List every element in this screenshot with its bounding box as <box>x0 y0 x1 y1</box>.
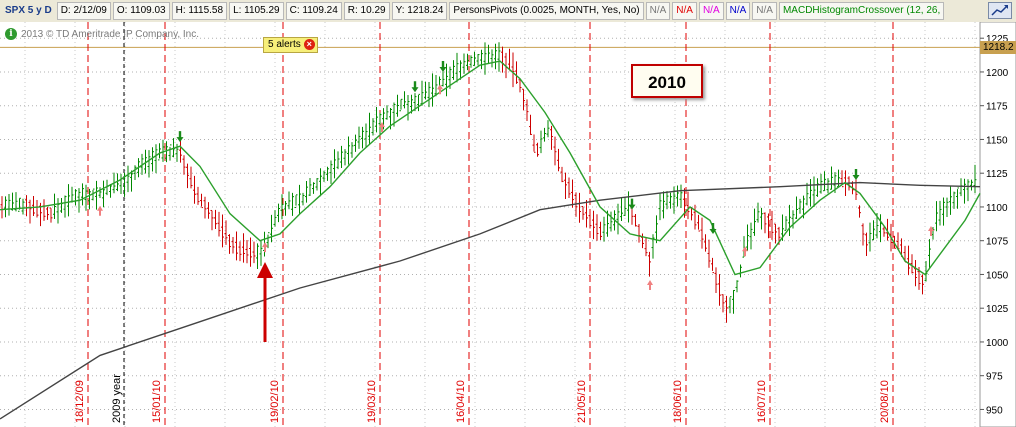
buy-arrow-icon <box>928 225 934 236</box>
y-tick-label: 1175 <box>986 102 1008 113</box>
y-tick-label: 1150 <box>986 135 1008 146</box>
buy-arrow-icon <box>379 122 385 132</box>
year-label: 2009 year <box>111 374 123 423</box>
y-tick-label: 1225 <box>986 34 1009 45</box>
alerts-badge[interactable]: 5 alerts × <box>263 37 318 53</box>
y-tick-label: 1200 <box>986 68 1009 79</box>
close-readout: C: 1109.24 <box>285 2 342 20</box>
date-label: 18/06/10 <box>672 380 684 423</box>
y-tick-label: 1025 <box>986 304 1009 315</box>
date-label: 20/08/10 <box>879 380 891 423</box>
date-label: 18/12/09 <box>74 380 86 423</box>
buy-arrow-icon <box>647 279 653 290</box>
y-tick-label: 1125 <box>986 169 1008 180</box>
plot-area <box>0 22 980 427</box>
copyright-notice: i 2013 © TD Ameritrade IP Company, Inc. <box>5 28 199 40</box>
long-moving-average <box>0 181 981 420</box>
info-icon[interactable]: i <box>5 28 17 40</box>
y-tick-label: 950 <box>986 405 1003 416</box>
header-bar: SPX 5 y D D: 2/12/09 O: 1109.03 H: 1115.… <box>0 0 1016 23</box>
symbol-label[interactable]: SPX 5 y D <box>5 5 52 16</box>
sell-arrow-icon <box>176 131 184 143</box>
date-label: 16/07/10 <box>756 380 768 423</box>
sell-arrow-icon <box>852 168 860 180</box>
low-readout: L: 1105.29 <box>229 2 284 20</box>
buy-arrow-icon <box>97 205 103 216</box>
buy-arrow-icon <box>437 84 443 95</box>
date-label: 21/05/10 <box>576 380 588 423</box>
range-readout: R: 10.29 <box>343 2 390 20</box>
y-tick-label: 1075 <box>986 237 1009 248</box>
close-icon[interactable]: × <box>303 39 315 50</box>
na-label: N/A <box>698 2 724 20</box>
sell-arrow-icon <box>709 222 717 234</box>
price-tag: 1218.2 <box>980 41 1016 54</box>
sell-arrow-icon <box>628 198 636 210</box>
alerts-label: 5 alerts <box>268 39 301 50</box>
open-readout: O: 1109.03 <box>112 2 170 20</box>
na-label: N/A <box>752 2 777 20</box>
copyright-text: 2013 © TD Ameritrade IP Company, Inc. <box>21 28 200 40</box>
y-tick-label: 975 <box>986 372 1003 383</box>
na-label: N/A <box>672 2 697 20</box>
date-label: 16/04/10 <box>455 380 467 423</box>
buy-arrow-icon <box>742 246 748 257</box>
macd-study-label[interactable]: MACDHistogramCrossover (12, 26, <box>778 2 945 20</box>
y-tick-label: 1050 <box>986 270 1009 281</box>
y-readout: Y: 1218.24 <box>391 2 448 20</box>
zoom-icon <box>991 5 1008 16</box>
date-label: 19/02/10 <box>269 380 281 423</box>
price-chart[interactable]: 950 975 1000 1025 1050 1075 1100 1125 1150 1175 12… <box>0 22 1016 427</box>
high-readout: H: 1115.58 <box>171 2 228 20</box>
sell-arrow-icon <box>439 60 447 72</box>
annotation-arrow-icon <box>257 262 273 278</box>
date-readout: D: 2/12/09 <box>56 2 111 20</box>
na-label: N/A <box>725 2 751 20</box>
date-label: 19/03/10 <box>366 380 378 423</box>
sell-arrow-icon <box>411 81 419 93</box>
buy-arrow-icon <box>262 242 268 253</box>
y-tick-label: 1000 <box>986 338 1009 349</box>
pivots-study-label[interactable]: PersonsPivots (0.0025, MONTH, Yes, No) <box>449 2 644 20</box>
price-axis <box>979 22 1016 427</box>
year-annotation: 2010 <box>631 64 703 98</box>
y-tick-label: 1100 <box>986 203 1008 214</box>
zoom-button[interactable] <box>988 2 1012 19</box>
na-label: N/A <box>645 2 671 20</box>
date-label: 15/01/10 <box>151 380 163 423</box>
short-moving-average <box>0 60 981 276</box>
